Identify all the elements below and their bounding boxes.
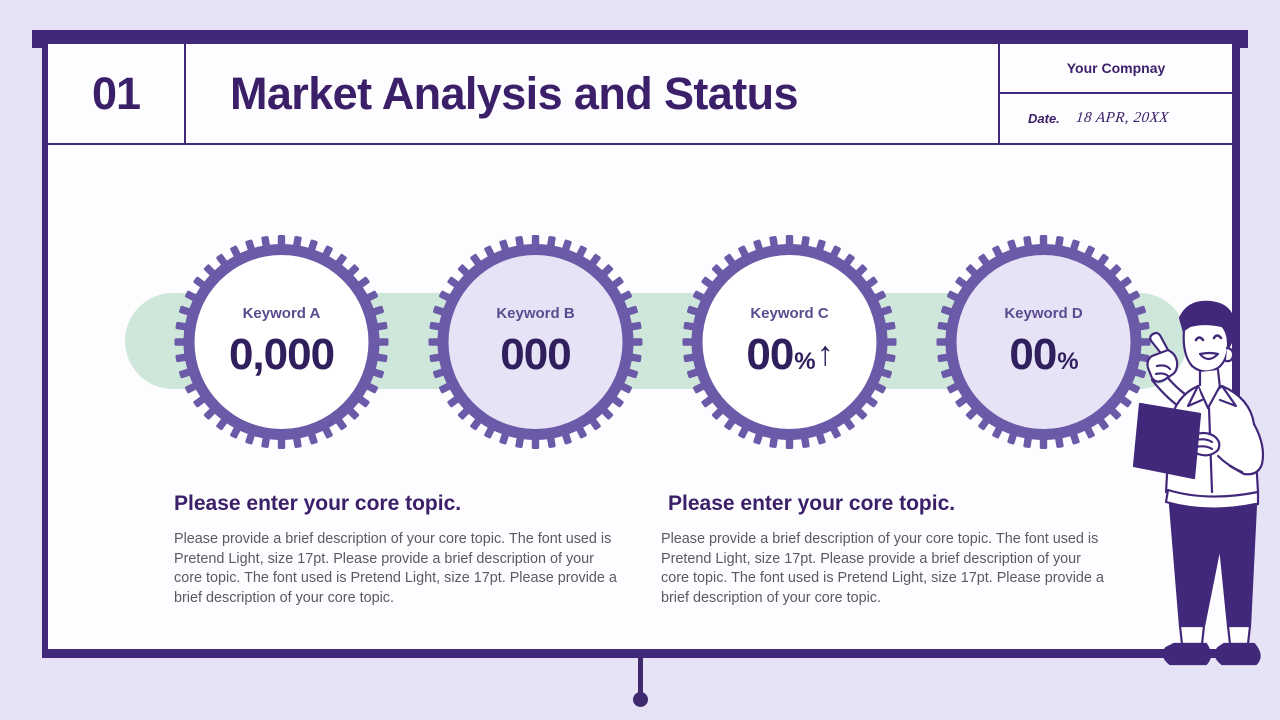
kpi-gear-4[interactable]: Keyword D 00% [936,226,1151,458]
kpi-label: Keyword D [1004,304,1083,322]
kpi-number: 0,000 [228,329,335,379]
slide-header: 01 Market Analysis and Status Your Compn… [48,44,1232,145]
board-stand-knob [633,692,648,707]
kpi-percent-sign: % [794,347,815,375]
gear-icon [682,235,897,449]
slide-meta-cell: Your Compnay Date. 18 APR, 20XX [1000,44,1232,143]
page-title: Market Analysis and Status [230,67,799,119]
body-columns: Please enter your core topic. Please prov… [48,492,1232,608]
board-stand-pole [638,650,643,698]
step-number: 01 [91,67,141,119]
company-name: Your Compnay [1066,60,1166,76]
kpi-label: Keyword C [750,304,829,322]
step-number-cell: 01 [48,44,186,143]
kpi-content: Keyword A 0,000 [196,248,367,436]
date-value: 18 APR, 20XX [1075,110,1170,126]
kpi-value: 0,000 [228,329,335,380]
trend-up-arrow-icon: ↑ [816,334,834,373]
topic-column-1: Please enter your core topic. Please prov… [174,492,617,608]
board-bottom-frame [42,646,1248,658]
gear-icon [174,235,389,449]
kpi-content: Keyword B 000 [450,248,621,436]
topic-heading: Please enter your core topic. [174,492,462,515]
topic-column-2: Please enter your core topic. Please prov… [661,492,1104,608]
kpi-gear-3[interactable]: Keyword C 00% ↑ [682,226,897,458]
kpi-gear-1[interactable]: Keyword A 0,000 [174,226,389,458]
kpi-number: 000 [500,329,571,379]
kpi-label: Keyword B [496,304,575,322]
slide-canvas: 01 Market Analysis and Status Your Compn… [48,44,1232,649]
kpi-number: 00 [1009,329,1057,379]
board-left-frame [42,44,49,650]
board-right-frame [1231,44,1240,650]
gear-icon [428,235,643,449]
kpi-value: 00% [1009,329,1078,380]
kpi-label: Keyword A [242,304,321,322]
kpi-gear-2[interactable]: Keyword B 000 [428,226,643,458]
kpi-value: 00% ↑ [746,329,834,380]
presentation-board: 01 Market Analysis and Status Your Compn… [32,30,1248,658]
date-label: Date. [1028,111,1060,126]
board-top-frame [32,30,1248,48]
kpi-percent-sign: % [1057,347,1078,375]
kpi-content: Keyword C 00% ↑ [704,248,875,436]
topic-description: Please provide a brief description of yo… [174,531,617,606]
date-row: Date. 18 APR, 20XX [1000,94,1232,143]
kpi-content: Keyword D 00% [958,248,1129,436]
topic-description: Please provide a brief description of yo… [661,531,1104,606]
topic-heading: Please enter your core topic. [668,492,956,515]
slide-title-cell: Market Analysis and Status [186,44,1000,143]
kpi-number: 00 [746,329,794,379]
company-row: Your Compnay [1000,44,1232,94]
kpi-value: 000 [500,329,571,380]
gear-icon [936,235,1151,449]
kpi-row: Keyword A 0,000 Keyword B 000 Keyword C 00% ↑ K… [48,226,1232,458]
